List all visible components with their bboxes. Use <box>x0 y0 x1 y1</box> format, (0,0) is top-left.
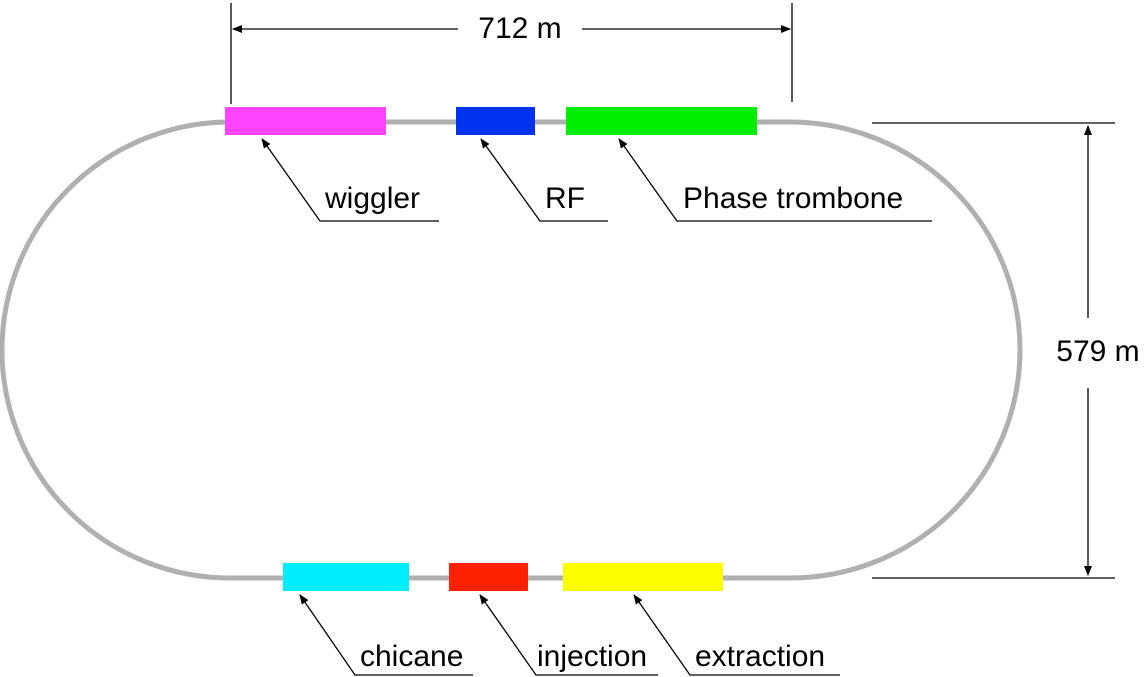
wiggler-label: wiggler <box>324 182 420 215</box>
injection-label: injection <box>537 640 647 673</box>
phase-trombone-block <box>566 107 757 135</box>
extraction-callout: extraction <box>633 594 840 676</box>
extraction-block <box>563 563 723 591</box>
rf-callout: RF <box>480 138 608 222</box>
chicane-callout: chicane <box>299 594 473 676</box>
rf-block <box>456 107 535 135</box>
injection-block <box>449 563 528 591</box>
chicane-label: chicane <box>360 640 463 673</box>
width-dimension: 712 m <box>230 3 793 104</box>
injection-callout: injection <box>479 594 658 676</box>
chicane-block <box>283 563 409 591</box>
extraction-label: extraction <box>695 640 825 673</box>
wiggler-callout: wiggler <box>261 138 439 222</box>
phase-trombone-label: Phase trombone <box>683 182 903 215</box>
phase-trombone-callout: Phase trombone <box>618 138 932 222</box>
height-dimension: 579 m <box>872 122 1140 579</box>
wiggler-block <box>225 107 386 135</box>
width-label: 712 m <box>478 12 561 45</box>
rf-label: RF <box>545 182 585 215</box>
storage-ring <box>0 119 1023 581</box>
height-label: 579 m <box>1056 335 1139 368</box>
